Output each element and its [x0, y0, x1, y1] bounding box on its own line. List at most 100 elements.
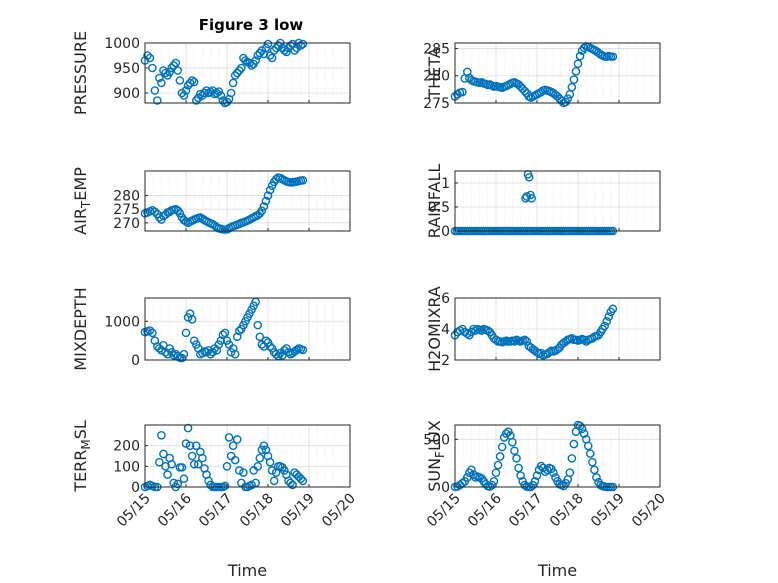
- data-point: [292, 345, 302, 355]
- y-tick-label: 200: [113, 439, 140, 455]
- data-point: [228, 441, 238, 450]
- data-point: [491, 468, 501, 477]
- subplot-5: 0 1000 MIXDEPTH: [71, 287, 351, 371]
- data-point: [253, 320, 263, 330]
- data-point: [255, 453, 265, 463]
- data-point: [569, 75, 579, 84]
- data-point: [265, 185, 275, 195]
- data-point: [255, 332, 265, 342]
- data-point: [239, 468, 248, 477]
- y-tick-label: 1000: [104, 36, 140, 52]
- subplot-1: 900 950 1000 PRESSURE: [71, 31, 351, 115]
- data-point: [230, 71, 240, 80]
- data-point: [185, 441, 195, 450]
- data-point: [263, 39, 273, 49]
- data-point: [198, 453, 207, 463]
- data-point: [216, 336, 226, 345]
- data-point: [508, 437, 517, 447]
- data-point: [226, 88, 236, 98]
- data-point: [579, 335, 589, 345]
- data-point: [579, 429, 589, 438]
- data-point: [512, 454, 521, 463]
- y-tick-label: 1: [441, 176, 450, 192]
- data-point: [545, 347, 554, 357]
- data-point: [575, 51, 585, 61]
- data-point: [216, 91, 226, 100]
- data-point: [290, 46, 299, 55]
- axes-background: [455, 425, 660, 487]
- data-point: [222, 462, 232, 471]
- data-point: [212, 346, 222, 355]
- data-point: [265, 457, 275, 467]
- data-point: [232, 435, 242, 444]
- data-point: [602, 316, 612, 326]
- data-point: [495, 452, 505, 461]
- y-tick-label: 6: [441, 291, 450, 307]
- data-point: [173, 66, 183, 75]
- axes-box: [454, 42, 661, 104]
- data-point: [185, 78, 195, 88]
- data-point: [565, 468, 575, 477]
- data-point: [520, 86, 530, 96]
- data-point: [522, 337, 532, 346]
- data-point: [573, 59, 583, 69]
- y-tick-label: 100: [113, 459, 140, 475]
- y-tick-label: 270: [113, 216, 140, 232]
- data-point: [567, 454, 577, 463]
- data-point: [489, 476, 499, 486]
- data-point: [257, 445, 267, 455]
- data-point: [269, 476, 279, 486]
- data-point: [145, 53, 155, 63]
- data-point: [257, 206, 267, 216]
- data-point: [204, 476, 213, 486]
- data-point: [467, 465, 476, 475]
- data-point: [471, 326, 480, 335]
- data-point: [163, 470, 172, 479]
- data-point: [206, 349, 215, 359]
- data-point: [527, 194, 536, 203]
- axes-box: [144, 424, 351, 488]
- data-point: [469, 324, 478, 334]
- data-point: [510, 337, 519, 346]
- y-tick-label: 275: [423, 96, 450, 112]
- data-point: [237, 63, 246, 73]
- data-point: [191, 441, 201, 450]
- data-markers: [140, 423, 308, 492]
- data-point: [493, 460, 503, 470]
- data-point: [259, 441, 269, 450]
- data-markers: [140, 38, 308, 108]
- data-point: [150, 86, 160, 95]
- data-point: [514, 463, 523, 473]
- data-point: [179, 349, 189, 359]
- data-point: [590, 465, 599, 475]
- data-point: [230, 349, 240, 359]
- data-point: [298, 476, 308, 486]
- data-point: [265, 51, 275, 60]
- data-point: [152, 96, 162, 105]
- data-point: [497, 442, 507, 452]
- data-point: [228, 344, 238, 353]
- data-point: [271, 349, 281, 359]
- data-point: [267, 53, 277, 63]
- data-point: [224, 433, 234, 442]
- data-point: [532, 471, 542, 480]
- y-axis-label: THETA: [425, 47, 444, 99]
- data-point: [187, 315, 197, 324]
- data-point: [286, 478, 295, 488]
- data-point: [462, 329, 472, 338]
- data-point: [536, 87, 546, 97]
- data-point: [234, 326, 244, 336]
- axes-background: [145, 425, 350, 487]
- data-point: [579, 43, 589, 53]
- data-point: [296, 474, 306, 484]
- y-tick-label: 0: [131, 353, 140, 369]
- data-point: [269, 46, 279, 55]
- data-point: [524, 172, 534, 182]
- data-point: [261, 336, 271, 345]
- data-point: [588, 457, 597, 467]
- data-point: [255, 48, 265, 58]
- data-point: [253, 51, 263, 60]
